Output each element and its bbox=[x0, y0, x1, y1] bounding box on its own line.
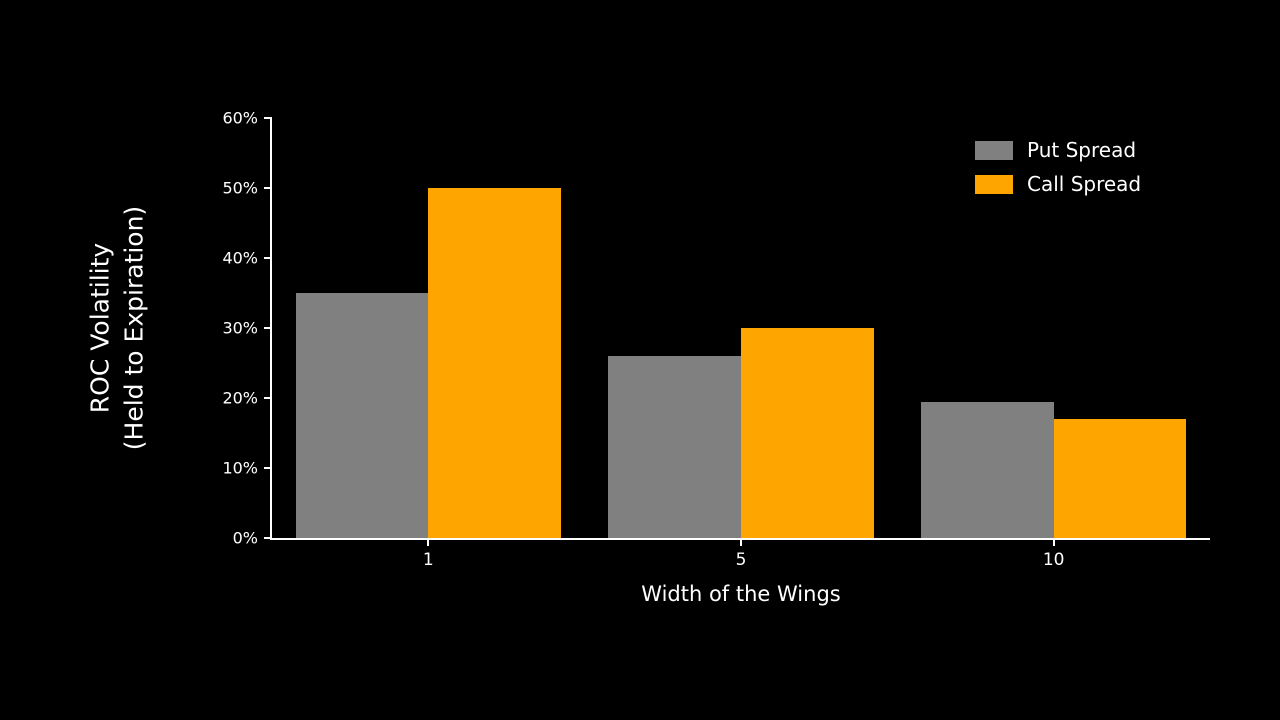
y-tick-mark bbox=[264, 257, 272, 260]
y-tick-mark bbox=[264, 467, 272, 470]
y-axis-label-line-1: ROC Volatility bbox=[85, 242, 115, 414]
plot-area: ROC Volatility (Held to Expiration) Widt… bbox=[85, 109, 1210, 606]
y-axis-label-line-2: (Held to Expiration) bbox=[119, 205, 148, 451]
y-tick-mark bbox=[264, 397, 272, 400]
bar-call-spread-5 bbox=[741, 328, 874, 538]
x-tick-mark bbox=[427, 538, 430, 546]
x-tick-label: 10 bbox=[1042, 550, 1065, 570]
y-tick-label: 20% bbox=[222, 388, 258, 408]
legend-label: Call Spread bbox=[1027, 172, 1142, 196]
x-tick-label: 1 bbox=[422, 550, 434, 570]
y-tick-mark bbox=[264, 327, 272, 329]
y-tick-label: 40% bbox=[222, 248, 258, 268]
y-tick-label: 60% bbox=[222, 108, 258, 128]
legend-label: Put Spread bbox=[1027, 138, 1137, 162]
y-tick-mark bbox=[264, 117, 272, 119]
x-tick-label: 5 bbox=[735, 550, 747, 570]
x-axis-label: Width of the Wings bbox=[641, 582, 841, 606]
y-axis-label: ROC Volatility (Held to Expiration) bbox=[83, 206, 151, 450]
y-tick-label: 30% bbox=[222, 318, 258, 338]
y-tick-label: 10% bbox=[222, 458, 258, 478]
legend-item-call-spread: Call Spread bbox=[975, 172, 1141, 196]
legend-item-put-spread: Put Spread bbox=[975, 138, 1141, 162]
bar-put-spread-1 bbox=[295, 293, 429, 538]
legend: Put Spread Call Spread bbox=[975, 138, 1141, 196]
y-tick-mark bbox=[264, 187, 272, 189]
y-tick-mark bbox=[264, 537, 272, 539]
legend-swatch bbox=[975, 174, 1013, 194]
bar-put-spread-10 bbox=[920, 401, 1054, 538]
bar-call-spread-1 bbox=[428, 188, 562, 538]
y-tick-label: 0% bbox=[232, 528, 258, 548]
bar-put-spread-5 bbox=[608, 356, 741, 538]
x-tick-mark bbox=[1052, 538, 1055, 546]
y-tick-label: 50% bbox=[222, 178, 258, 198]
x-tick-mark bbox=[740, 538, 742, 546]
legend-swatch bbox=[975, 140, 1013, 160]
bar-call-spread-10 bbox=[1053, 419, 1187, 538]
